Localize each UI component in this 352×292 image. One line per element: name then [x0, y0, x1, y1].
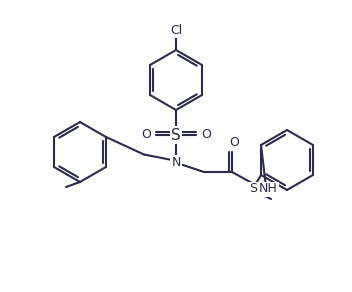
Text: S: S: [171, 128, 181, 142]
Text: O: O: [229, 136, 239, 150]
Text: O: O: [201, 128, 211, 142]
Text: O: O: [141, 128, 151, 142]
Text: N: N: [171, 156, 181, 168]
Text: NH: NH: [259, 182, 278, 196]
Text: S: S: [249, 182, 257, 196]
Text: Cl: Cl: [170, 23, 182, 36]
